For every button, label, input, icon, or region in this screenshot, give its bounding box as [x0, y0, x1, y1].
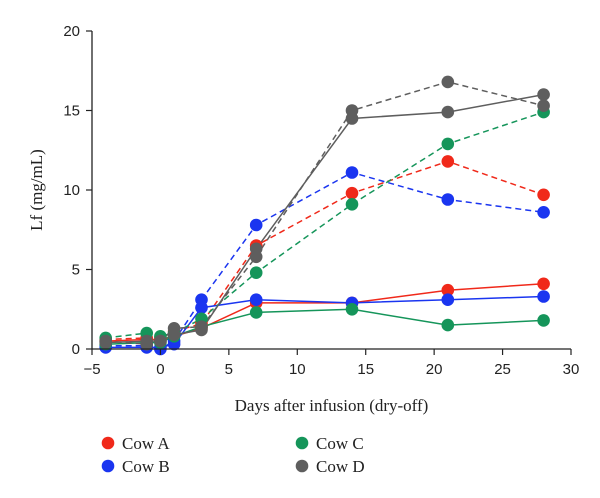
cow-b-dashed-point — [249, 218, 263, 232]
legend-label-cow-b: Cow B — [122, 457, 170, 476]
cow-d-solid-point — [140, 334, 153, 348]
y-tick-label: 15 — [63, 103, 80, 120]
y-axis-ticks: 0 5 10 15 20 — [63, 23, 92, 358]
y-axis-title: Lf (mg/mL) — [27, 149, 46, 231]
cow-b-dashed-point — [537, 206, 550, 219]
cow-d-solid-point — [99, 336, 112, 349]
cow-d-solid-point — [195, 323, 208, 337]
cow-d-dashed-point — [441, 75, 455, 89]
cow-c-dashed-point — [441, 137, 455, 151]
x-tick-label: 5 — [225, 361, 233, 378]
y-tick-label: 20 — [63, 23, 80, 40]
x-tick-label: 0 — [156, 361, 164, 378]
y-tick-label: 10 — [63, 182, 80, 199]
cow-c-dashed-line — [105, 111, 544, 339]
cow-d-solid-point — [154, 334, 167, 348]
cow-b-dashed-point — [441, 193, 455, 206]
legend-marker-cow-d — [295, 459, 309, 473]
y-tick-label: 0 — [72, 341, 80, 358]
legend-marker-cow-a — [101, 436, 115, 450]
cow-c-solid-point — [345, 303, 359, 316]
cow-c-dashed-point — [249, 266, 263, 280]
legend-label-cow-d: Cow D — [316, 457, 365, 476]
cow-d-solid-point — [345, 112, 359, 125]
cow-a-solid-point — [441, 283, 455, 297]
x-tick-label: 30 — [563, 361, 580, 378]
x-tick-label: 10 — [289, 361, 306, 378]
cow-d-solid-point — [167, 328, 181, 342]
cow-a-solid-point — [537, 277, 550, 291]
cow-b-solid-point — [249, 293, 263, 307]
cow-b-solid-point — [195, 301, 208, 315]
cow-a-dashed-point — [345, 186, 359, 200]
cow-c-solid-point — [537, 314, 550, 327]
legend-marker-cow-b — [101, 459, 115, 473]
x-tick-label: 25 — [494, 361, 511, 378]
legend-label-cow-c: Cow C — [316, 434, 364, 453]
x-axis-title: Days after infusion (dry-off) — [235, 396, 429, 415]
legend: Cow A Cow B Cow C Cow D — [101, 434, 365, 476]
cow-d-solid-point — [249, 242, 263, 256]
cow-d-dashed-line — [105, 81, 544, 345]
cow-d-solid-line — [105, 93, 544, 344]
cow-a-dashed-point — [441, 155, 455, 168]
cow-d-solid-point — [441, 105, 455, 119]
cow-b-solid-point — [441, 293, 455, 307]
cow-b-solid-point — [537, 290, 550, 303]
cow-b-dashed-point — [345, 166, 359, 179]
plot-series — [99, 75, 550, 356]
cow-c-dashed-point — [345, 198, 359, 211]
cow-c-solid-point — [441, 318, 455, 332]
cow-a-dashed-point — [537, 188, 550, 202]
y-tick-label: 5 — [72, 262, 80, 279]
x-tick-label: 15 — [357, 361, 374, 378]
legend-marker-cow-c — [295, 436, 309, 450]
x-axis-ticks: −5 0 5 10 15 20 25 30 — [83, 349, 579, 378]
cow-b-dashed-line — [105, 171, 544, 350]
legend-label-cow-a: Cow A — [122, 434, 170, 453]
cow-d-solid-point — [537, 88, 550, 101]
cow-d-dashed-point — [537, 99, 550, 112]
x-tick-label: −5 — [83, 361, 100, 378]
x-tick-label: 20 — [426, 361, 443, 378]
cow-c-solid-point — [249, 306, 263, 319]
